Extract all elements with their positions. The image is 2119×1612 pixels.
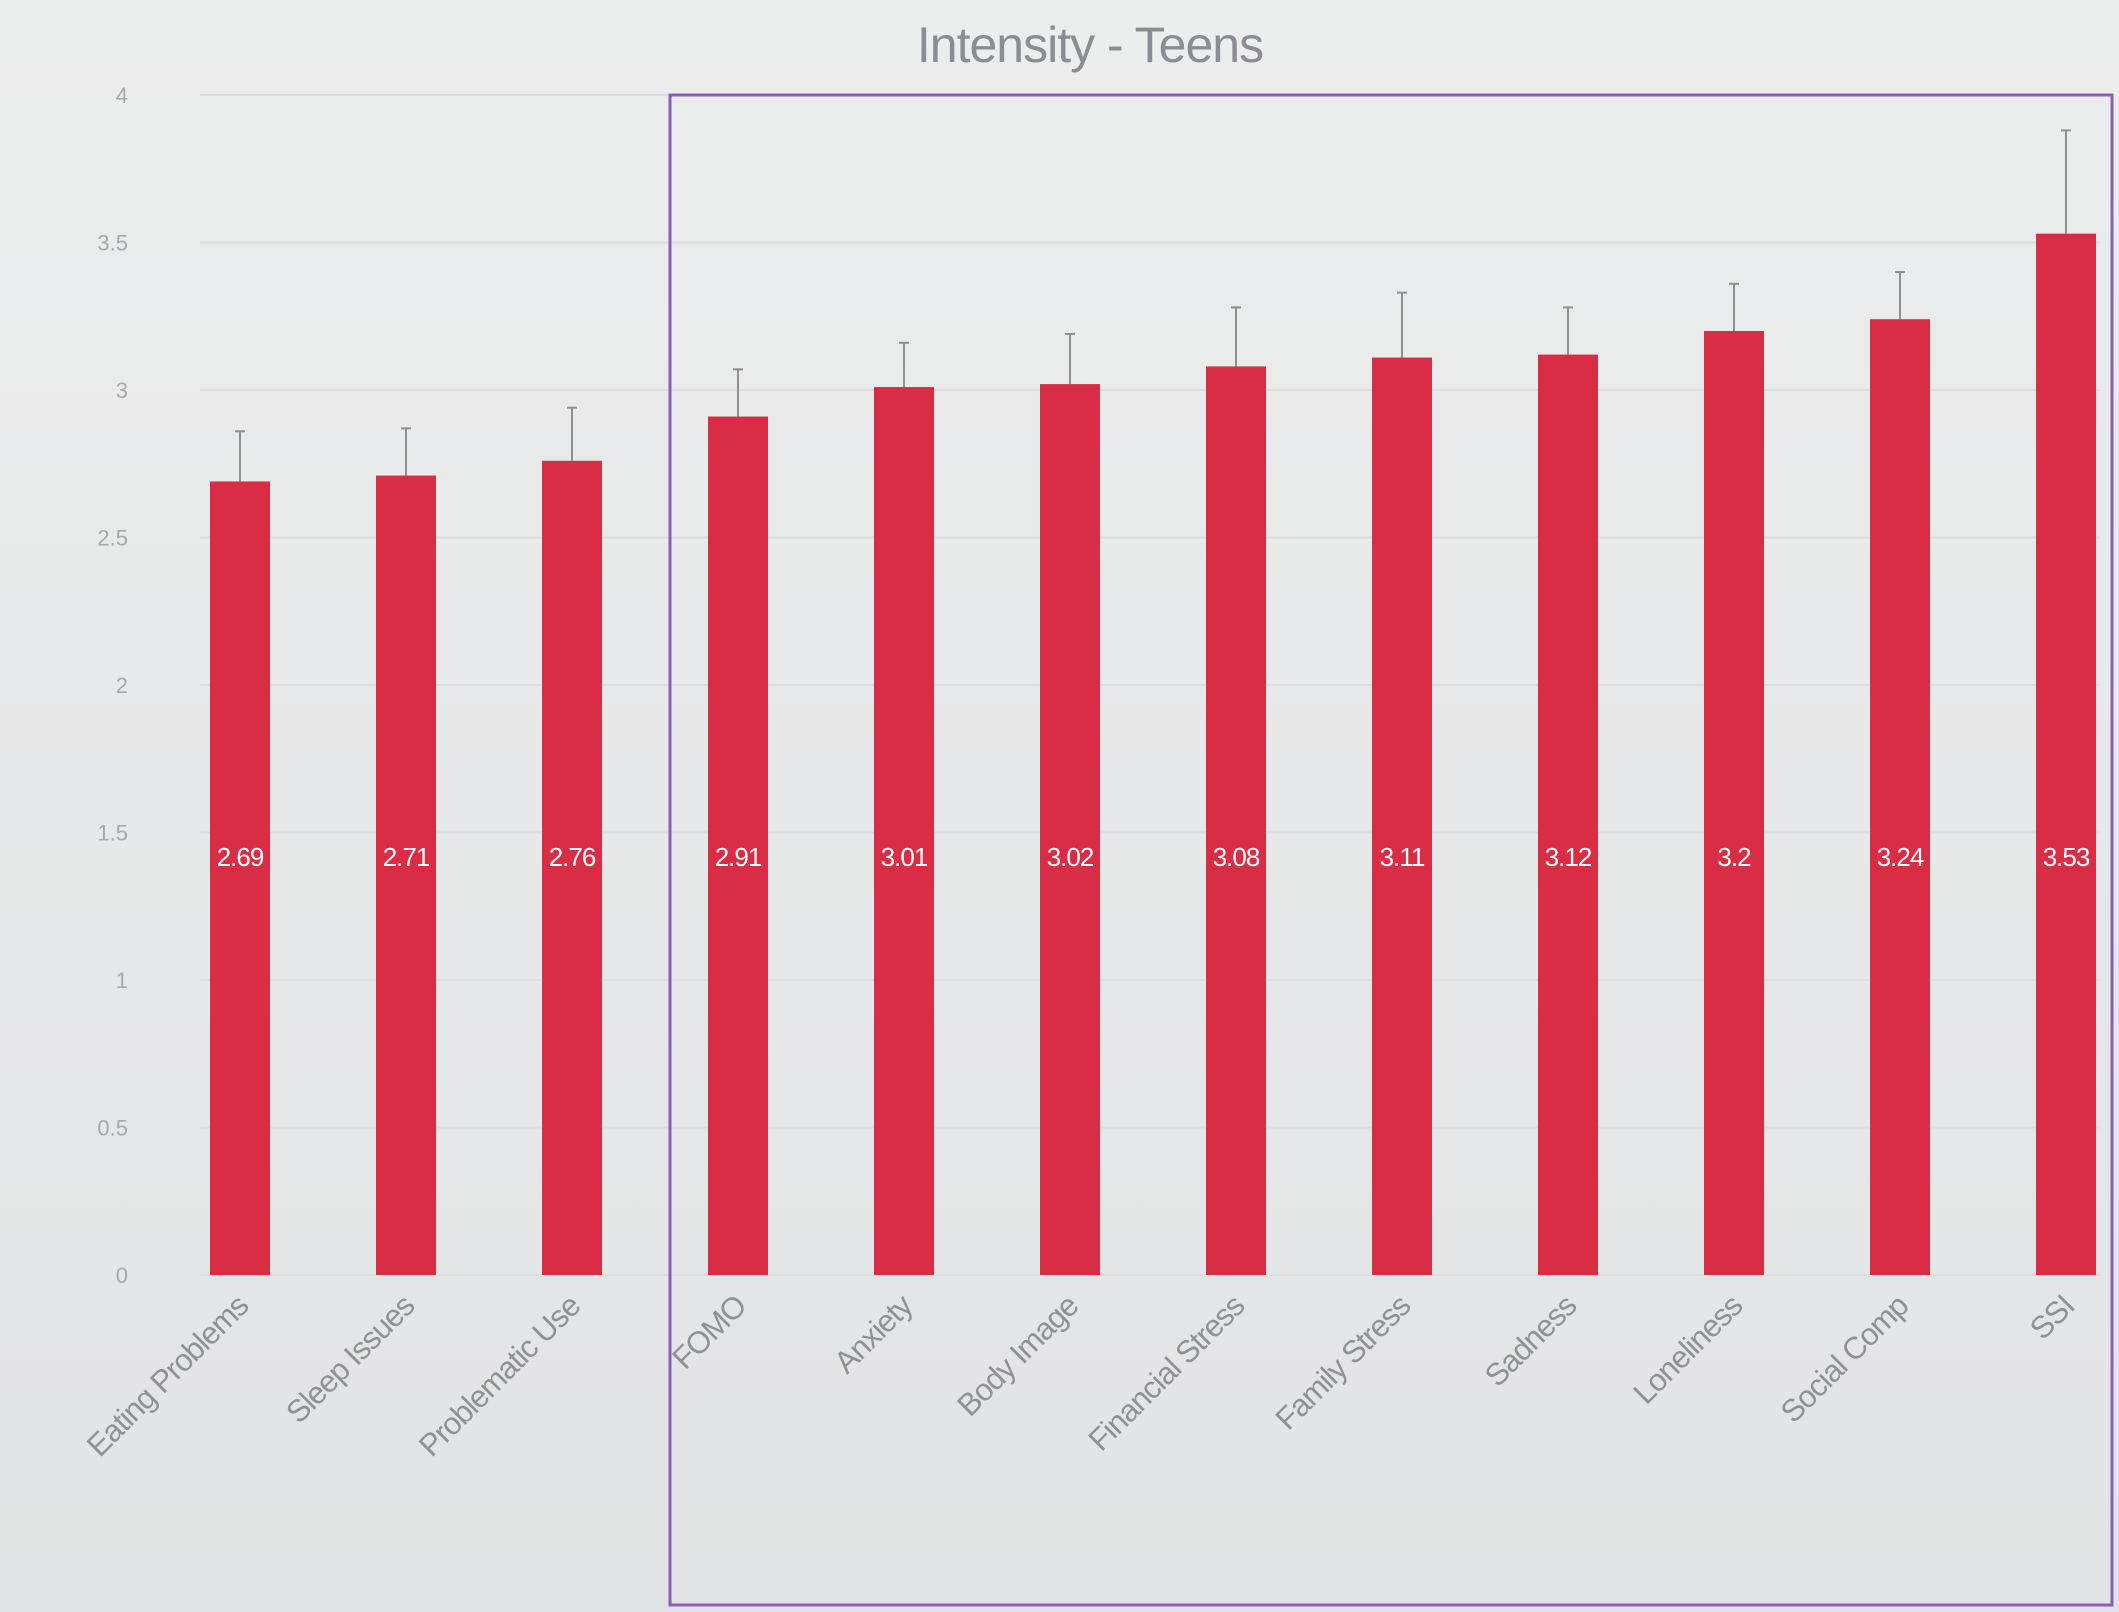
y-tick-label: 1.5 bbox=[97, 821, 128, 846]
data-label: 3.01 bbox=[881, 842, 928, 872]
y-tick-label: 2 bbox=[116, 673, 128, 698]
x-tick-label: Sleep Issues bbox=[279, 1288, 421, 1430]
bar bbox=[1372, 357, 1432, 1275]
x-tick-label: Eating Problems bbox=[80, 1288, 255, 1463]
y-tick-label: 3 bbox=[116, 378, 128, 403]
data-label: 3.24 bbox=[1877, 842, 1924, 872]
data-label: 2.71 bbox=[383, 842, 430, 872]
y-tick-label: 0 bbox=[116, 1263, 128, 1288]
y-tick-label: 1 bbox=[116, 968, 128, 993]
bar bbox=[874, 387, 934, 1275]
data-label: 3.12 bbox=[1545, 842, 1592, 872]
bar bbox=[210, 481, 270, 1275]
x-tick-label: Sadness bbox=[1478, 1288, 1583, 1393]
data-label: 2.91 bbox=[715, 842, 762, 872]
bar bbox=[708, 416, 768, 1275]
highlight-box bbox=[668, 93, 2114, 1607]
bar bbox=[542, 460, 602, 1275]
x-tick-label: Loneliness bbox=[1626, 1288, 1749, 1411]
x-tick-label: FOMO bbox=[665, 1288, 753, 1376]
x-tick-label: SSI bbox=[2023, 1288, 2081, 1346]
data-label: 3.02 bbox=[1047, 842, 1094, 872]
x-tick-label: Anxiety bbox=[827, 1287, 920, 1380]
x-tick-label: Social Comp bbox=[1774, 1288, 1915, 1429]
data-label: 2.69 bbox=[217, 842, 264, 872]
data-label: 3.2 bbox=[1717, 842, 1751, 872]
bar bbox=[1704, 331, 1764, 1275]
y-axis-ticks: 0 0.5 1 1.5 2 2.5 3 3.5 4 bbox=[97, 83, 128, 1288]
bar bbox=[1040, 384, 1100, 1276]
data-label: 2.76 bbox=[549, 842, 596, 872]
x-tick-label: Family Stress bbox=[1269, 1288, 1418, 1437]
bar bbox=[2036, 233, 2096, 1275]
x-tick-label: Problematic Use bbox=[412, 1288, 587, 1463]
highlight-region bbox=[668, 93, 2114, 1607]
data-label: 3.08 bbox=[1213, 842, 1260, 872]
x-tick-label: Financial Stress bbox=[1082, 1288, 1252, 1458]
y-tick-label: 3.5 bbox=[97, 231, 128, 256]
gridlines bbox=[200, 94, 2100, 1276]
data-label: 3.53 bbox=[2043, 842, 2090, 872]
x-tick-label: Body Image bbox=[950, 1288, 1085, 1423]
y-tick-label: 4 bbox=[116, 83, 128, 108]
y-tick-label: 2.5 bbox=[97, 526, 128, 551]
bar bbox=[376, 475, 436, 1275]
bars: 2.69 2.71 2.76 2.91 3.01 3.02 3.08 3.11 3.12 3.2 3… bbox=[210, 129, 2096, 1276]
y-tick-label: 0.5 bbox=[97, 1116, 128, 1141]
chart-title: Intensity - Teens bbox=[917, 17, 1263, 73]
bar bbox=[1870, 319, 1930, 1275]
bar bbox=[1206, 366, 1266, 1275]
bar bbox=[1538, 354, 1598, 1276]
data-label: 3.11 bbox=[1380, 842, 1425, 872]
